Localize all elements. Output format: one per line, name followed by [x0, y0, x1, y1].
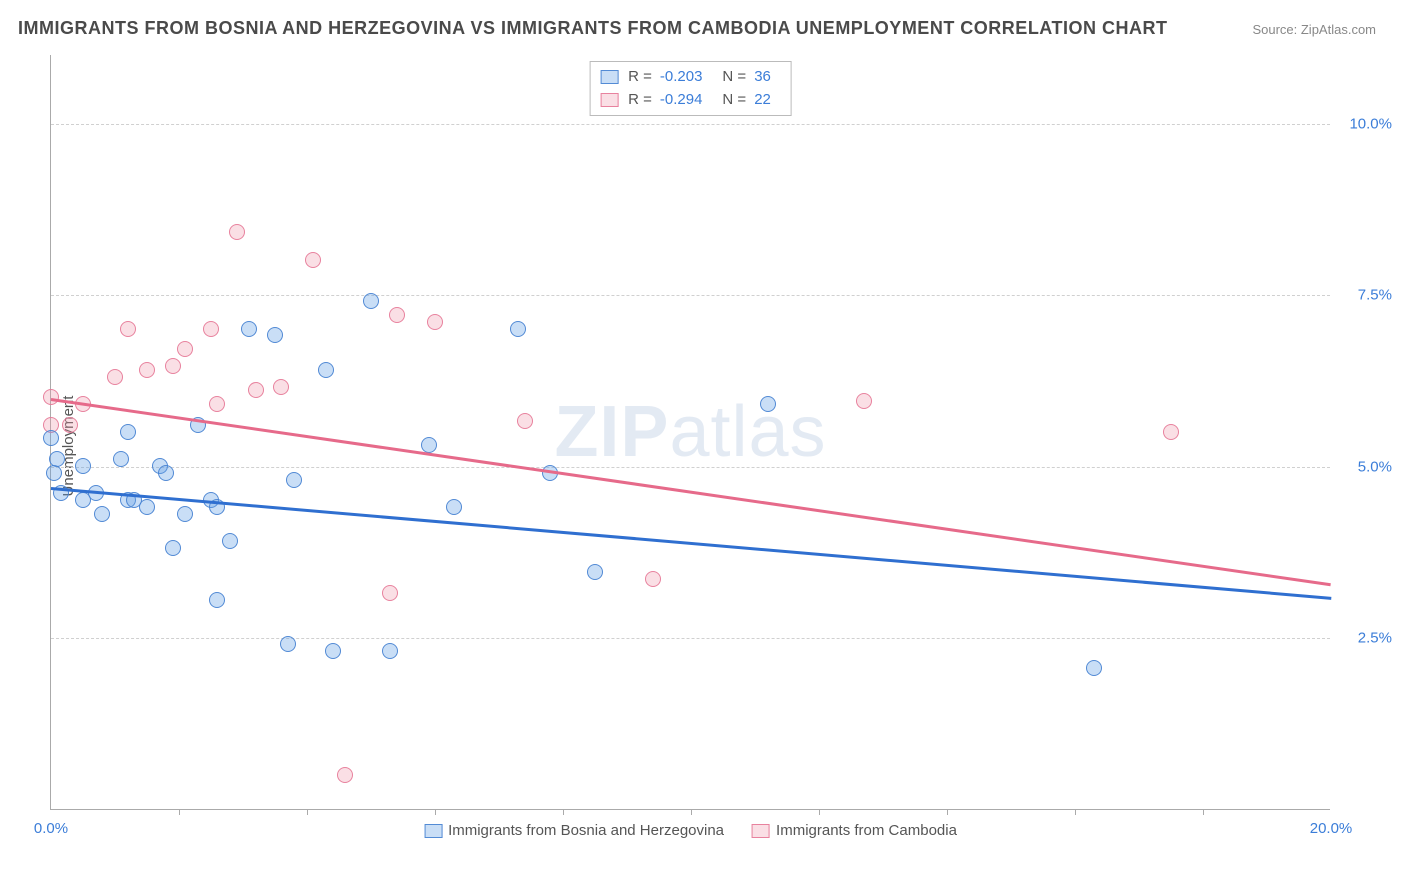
data-point [113, 451, 129, 467]
data-point [94, 506, 110, 522]
data-point [337, 767, 353, 783]
data-point [273, 379, 289, 395]
data-point [446, 499, 462, 515]
data-point [305, 252, 321, 268]
data-point [139, 499, 155, 515]
watermark: ZIPatlas [554, 391, 826, 473]
data-point [158, 465, 174, 481]
legend-row-blue: R = -0.203 N = 36 [600, 66, 781, 89]
data-point [165, 540, 181, 556]
y-tick-label: 2.5% [1358, 630, 1392, 647]
data-point [62, 417, 78, 433]
data-point [1163, 424, 1179, 440]
data-point [382, 585, 398, 601]
legend-swatch-blue [600, 70, 618, 84]
x-tick [1075, 809, 1076, 815]
data-point [325, 643, 341, 659]
x-tick [691, 809, 692, 815]
data-point [222, 533, 238, 549]
gridline [51, 638, 1330, 639]
data-point [46, 465, 62, 481]
series-legend-pink: Immigrants from Cambodia [752, 822, 957, 839]
data-point [229, 224, 245, 240]
x-tick [947, 809, 948, 815]
data-point [165, 358, 181, 374]
chart-title: IMMIGRANTS FROM BOSNIA AND HERZEGOVINA V… [18, 18, 1167, 39]
legend-swatch-pink [752, 824, 770, 838]
data-point [209, 396, 225, 412]
x-tick [179, 809, 180, 815]
gridline [51, 295, 1330, 296]
y-tick-label: 10.0% [1349, 115, 1392, 132]
data-point [209, 592, 225, 608]
data-point [43, 430, 59, 446]
data-point [177, 341, 193, 357]
data-point [645, 571, 661, 587]
legend-row-pink: R = -0.294 N = 22 [600, 89, 781, 112]
data-point [177, 506, 193, 522]
stats-legend: R = -0.203 N = 36 R = -0.294 N = 22 [589, 61, 792, 116]
x-tick [435, 809, 436, 815]
data-point [248, 382, 264, 398]
trend-line [51, 398, 1331, 586]
scatter-chart: ZIPatlas R = -0.203 N = 36 R = -0.294 N … [50, 55, 1330, 810]
data-point [267, 327, 283, 343]
data-point [120, 424, 136, 440]
trend-line [51, 487, 1331, 599]
y-tick-label: 5.0% [1358, 458, 1392, 475]
data-point [318, 362, 334, 378]
source-attribution: Source: ZipAtlas.com [1252, 22, 1376, 37]
y-tick-label: 7.5% [1358, 287, 1392, 304]
data-point [241, 321, 257, 337]
data-point [286, 472, 302, 488]
data-point [75, 458, 91, 474]
x-tick [819, 809, 820, 815]
data-point [382, 643, 398, 659]
series-legend-blue: Immigrants from Bosnia and Herzegovina [424, 822, 724, 839]
x-tick [563, 809, 564, 815]
data-point [363, 293, 379, 309]
data-point [856, 393, 872, 409]
x-tick [1203, 809, 1204, 815]
data-point [510, 321, 526, 337]
series-legend: Immigrants from Bosnia and Herzegovina I… [424, 822, 957, 839]
data-point [389, 307, 405, 323]
gridline [51, 124, 1330, 125]
data-point [49, 451, 65, 467]
legend-swatch-pink [600, 93, 618, 107]
gridline [51, 467, 1330, 468]
x-tick-label: 0.0% [34, 820, 68, 837]
data-point [421, 437, 437, 453]
data-point [120, 321, 136, 337]
data-point [107, 369, 123, 385]
data-point [427, 314, 443, 330]
data-point [517, 413, 533, 429]
data-point [139, 362, 155, 378]
data-point [203, 321, 219, 337]
data-point [280, 636, 296, 652]
data-point [587, 564, 603, 580]
x-tick [307, 809, 308, 815]
x-tick-label: 20.0% [1310, 820, 1353, 837]
data-point [1086, 660, 1102, 676]
data-point [760, 396, 776, 412]
legend-swatch-blue [424, 824, 442, 838]
